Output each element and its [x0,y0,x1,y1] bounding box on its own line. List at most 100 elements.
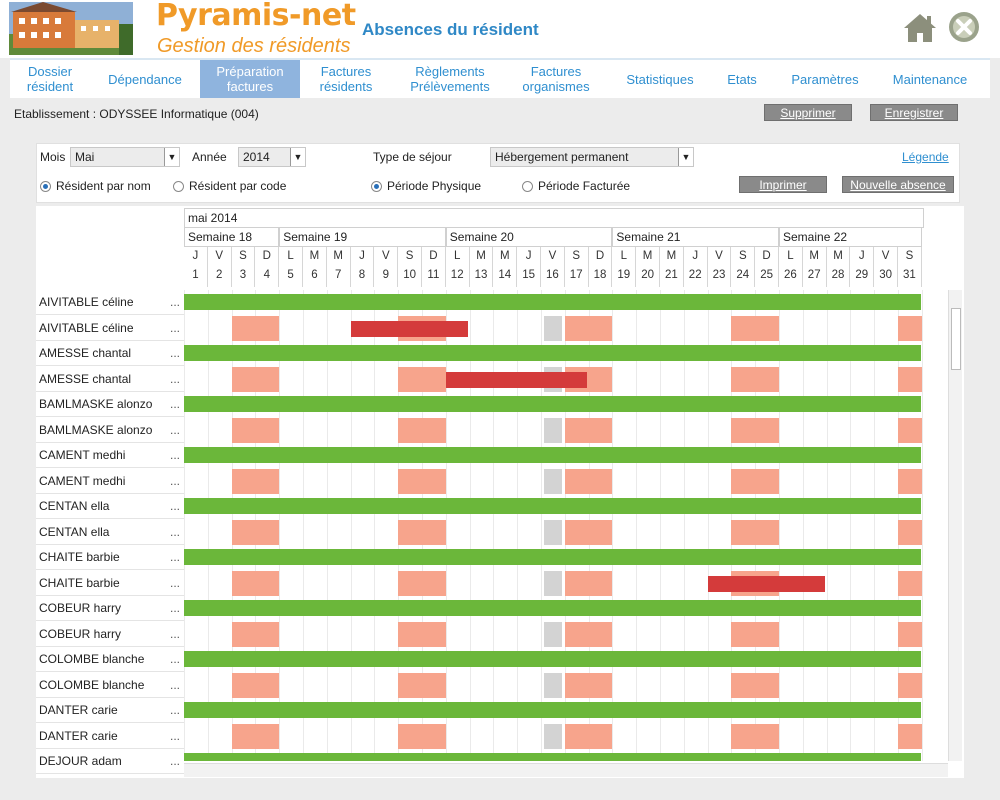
new-absence-button[interactable]: Nouvelle absence [842,176,954,193]
resident-row-name[interactable]: BAMLMASKE alonzo... [36,417,184,443]
more-options-icon[interactable]: ... [169,728,180,743]
nav-parametres[interactable]: Paramètres [791,71,859,87]
presence-bar[interactable] [184,600,921,616]
more-options-icon[interactable]: ... [169,575,180,590]
weekend-cell [422,723,446,749]
radio-physical-period[interactable]: Période Physique [371,179,481,193]
nav-preparation-factures[interactable]: Préparation factures [200,60,300,98]
absence-bar[interactable] [350,320,468,337]
resident-row-name[interactable]: CHAITE barbie... [36,570,184,596]
presence-bar[interactable] [184,498,921,514]
resident-row-name[interactable]: DANTER carie... [36,723,184,749]
more-options-icon[interactable]: ... [169,524,180,539]
resident-row-name[interactable]: COLOMBE blanche... [36,647,184,672]
more-options-icon[interactable]: ... [169,677,180,692]
legend-link[interactable]: Légende [902,150,949,164]
day-number: 23 [712,269,726,281]
presence-bar[interactable] [184,396,921,412]
presence-bar[interactable] [184,345,921,361]
more-options-icon[interactable]: ... [169,703,180,717]
resident-row-name[interactable]: CENTAN ella... [36,519,184,545]
weekend-cell [731,723,756,749]
day-letter: L [787,250,794,262]
holiday-cell [544,621,562,647]
more-options-icon[interactable]: ... [169,448,180,462]
more-options-icon[interactable]: ... [169,754,180,768]
resident-row-name[interactable]: DEJOUR adam... [36,749,184,774]
more-options-icon[interactable]: ... [169,626,180,641]
more-options-icon[interactable]: ... [169,550,180,564]
nav-dossier-resident[interactable]: Dossier résident [26,64,74,94]
radio-resident-by-code[interactable]: Résident par code [173,179,286,193]
nav-factures-residents[interactable]: Factures résidents [319,64,373,94]
more-options-icon[interactable]: ... [169,473,180,488]
delete-button[interactable]: Supprimer [764,104,852,121]
more-options-icon[interactable]: ... [169,499,180,513]
grid-line [303,290,304,761]
more-options-icon[interactable]: ... [169,295,180,309]
presence-bar[interactable] [184,447,921,463]
resident-name: COLOMBE blanche [39,652,145,666]
day-number: 13 [474,269,488,281]
weekend-cell [755,468,779,494]
day-header: L 26 [779,247,803,287]
nav-maintenance[interactable]: Maintenance [892,71,968,87]
resident-row-name[interactable]: COBEUR harry... [36,596,184,621]
presence-bar[interactable] [184,651,921,667]
vertical-scrollbar[interactable] [948,290,962,761]
resident-row-name[interactable]: CAMENT medhi... [36,443,184,468]
radio-resident-by-name[interactable]: Résident par nom [40,179,151,193]
presence-bar[interactable] [184,294,921,310]
presence-bar[interactable] [184,753,921,761]
radio-off-icon [522,180,533,192]
absence-bar[interactable] [707,575,825,592]
day-number: 10 [403,269,416,281]
weekend-cell [231,570,256,596]
resident-row-name[interactable]: CAMENT medhi... [36,468,184,494]
resident-row-name[interactable]: AIVITABLE céline... [36,315,184,341]
resident-row-name[interactable]: CENTAN ella... [36,494,184,519]
grid-line [445,290,447,761]
radio-billed-period[interactable]: Période Facturée [522,179,630,193]
resident-row-name[interactable]: BAMLMASKE alonzo... [36,392,184,417]
more-options-icon[interactable]: ... [169,346,180,360]
resident-row-name[interactable]: COLOMBE blanche... [36,672,184,698]
more-options-icon[interactable]: ... [169,652,180,666]
day-number: 27 [807,269,821,281]
more-options-icon[interactable]: ... [169,371,180,386]
nav-dependance[interactable]: Dépendance [108,71,182,87]
nav-statistiques[interactable]: Statistiques [626,71,694,87]
weekend-cell [398,417,422,443]
presence-bar[interactable] [184,702,921,718]
more-options-icon[interactable]: ... [169,422,180,437]
resident-row-name[interactable]: CHAITE barbie... [36,545,184,570]
day-letter: S [405,250,414,262]
day-letter: M [833,250,843,262]
home-icon[interactable] [903,12,937,44]
more-options-icon[interactable]: ... [169,397,180,411]
year-select-value: 2014 [243,150,270,164]
presence-bar[interactable] [184,549,921,565]
nav-reglements-prelevements[interactable]: Règlements Prélèvements [410,64,490,94]
nav-etats[interactable]: Etats [727,71,757,87]
print-button[interactable]: Imprimer [739,176,827,193]
resident-name: CHAITE barbie [39,550,120,564]
resident-row-name[interactable]: AMESSE chantal... [36,341,184,366]
more-options-icon[interactable]: ... [169,320,180,335]
more-options-icon[interactable]: ... [169,601,180,615]
month-select[interactable]: Mai ▼ [70,147,180,167]
resident-row-name[interactable]: AIVITABLE céline... [36,290,184,315]
resident-row-name[interactable]: AMESSE chantal... [36,366,184,392]
year-select[interactable]: 2014 ▼ [238,147,306,167]
scroll-thumb[interactable] [951,308,961,370]
absence-bar[interactable] [445,371,587,388]
nav-factures-organismes[interactable]: Factures organismes [522,64,590,94]
stay-type-select[interactable]: Hébergement permanent ▼ [490,147,694,167]
horizontal-scrollbar[interactable] [184,763,948,777]
resident-row-name[interactable]: COBEUR harry... [36,621,184,647]
save-button[interactable]: Enregistrer [870,104,958,121]
close-icon[interactable] [948,11,980,43]
resident-row-name[interactable]: DANTER carie... [36,698,184,723]
day-header: S 17 [565,247,589,287]
holiday-cell [544,723,562,749]
